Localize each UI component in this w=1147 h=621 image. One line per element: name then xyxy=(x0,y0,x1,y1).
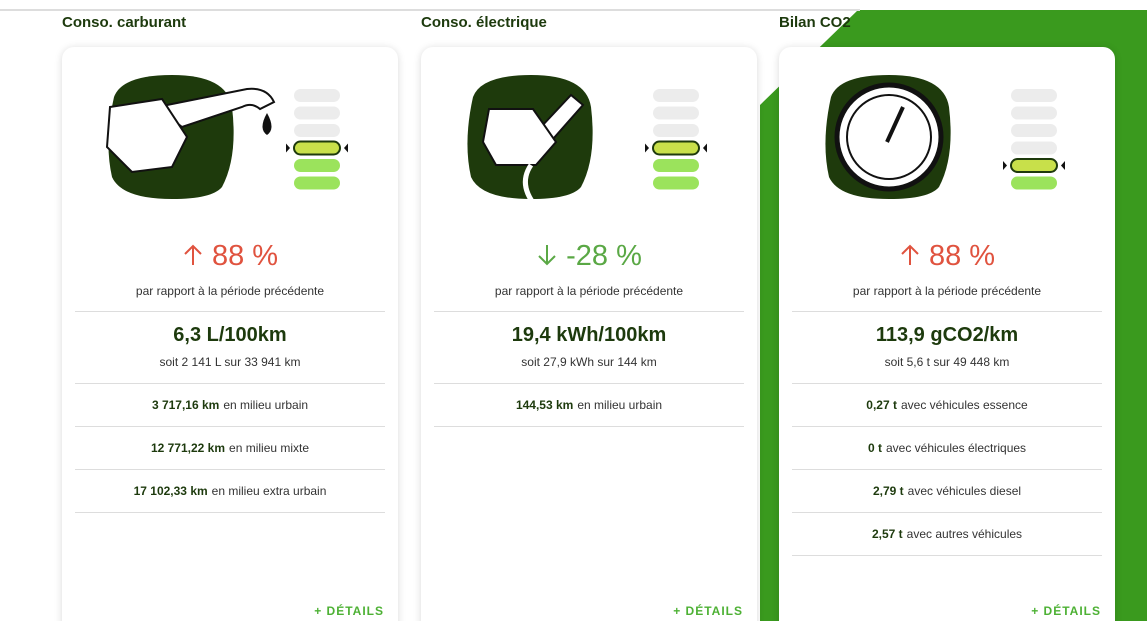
divider xyxy=(792,311,1102,312)
gauge-pointer xyxy=(344,144,348,153)
value-detail: soit 27,9 kWh sur 144 km xyxy=(421,355,757,369)
divider xyxy=(792,512,1102,513)
gauge-segment xyxy=(294,124,340,137)
breakdown-label: avec véhicules électriques xyxy=(886,441,1026,455)
change-row: -28 % xyxy=(421,240,757,273)
breakdown-label: avec véhicules essence xyxy=(901,398,1028,412)
divider xyxy=(792,426,1102,427)
gauge-segment xyxy=(653,177,699,190)
gauge-pointer xyxy=(286,144,290,153)
divider xyxy=(792,383,1102,384)
gauge-segment xyxy=(294,107,340,120)
gauge-pointer xyxy=(645,144,649,153)
card-title: Conso. carburant xyxy=(62,14,186,31)
gauge-segment xyxy=(1011,89,1057,102)
card: -28 % par rapport à la période précédente… xyxy=(421,47,757,621)
breakdown-amount: 17 102,33 km xyxy=(134,484,208,498)
value-detail: soit 5,6 t sur 49 448 km xyxy=(779,355,1115,369)
details-link[interactable]: + DÉTAILS xyxy=(314,604,384,618)
breakdown-row: 144,53 km en milieu urbain xyxy=(421,398,757,412)
gauge-segment xyxy=(1011,177,1057,190)
screen: Conso. carburant 88 % par rapport à la pér… xyxy=(0,0,1147,621)
gauge-segment xyxy=(294,142,340,155)
value-detail: soit 2 141 L sur 33 941 km xyxy=(62,355,398,369)
change-value: 88 % xyxy=(212,240,278,272)
breakdown-row: 2,57 t avec autres véhicules xyxy=(779,527,1115,541)
breakdown-label: avec autres véhicules xyxy=(907,527,1022,541)
card: 88 % par rapport à la période précédente 6… xyxy=(62,47,398,621)
gauge-segment xyxy=(1011,107,1057,120)
divider xyxy=(75,512,385,513)
breakdown-amount: 2,79 t xyxy=(873,484,904,498)
gauge-segment xyxy=(653,107,699,120)
change-row: 88 % xyxy=(779,240,1115,273)
gauge-segment xyxy=(653,89,699,102)
details-link[interactable]: + DÉTAILS xyxy=(673,604,743,618)
comparison-text: par rapport à la période précédente xyxy=(779,284,1115,298)
card-illustration xyxy=(62,47,398,227)
divider xyxy=(434,426,744,427)
gauge-pointer xyxy=(1061,161,1065,170)
divider xyxy=(434,311,744,312)
breakdown-label: en milieu mixte xyxy=(229,441,309,455)
breakdown-row: 12 771,22 km en milieu mixte xyxy=(62,441,398,455)
details-link[interactable]: + DÉTAILS xyxy=(1031,604,1101,618)
breakdown-row: 2,79 t avec véhicules diesel xyxy=(779,484,1115,498)
divider xyxy=(792,469,1102,470)
comparison-text: par rapport à la période précédente xyxy=(62,284,398,298)
gauge-segment xyxy=(1011,124,1057,137)
breakdown-label: avec véhicules diesel xyxy=(908,484,1021,498)
trend-arrow xyxy=(536,243,558,267)
gauge-pointer xyxy=(1003,161,1007,170)
breakdown-amount: 0,27 t xyxy=(866,398,897,412)
divider xyxy=(75,469,385,470)
divider xyxy=(75,426,385,427)
card-title: Bilan CO2 xyxy=(779,14,851,31)
gauge-segment xyxy=(1011,142,1057,155)
change-value: 88 % xyxy=(929,240,995,272)
gauge-segment xyxy=(1011,159,1057,172)
card-title: Conso. électrique xyxy=(421,14,547,31)
gauge-segment xyxy=(653,124,699,137)
card-illustration xyxy=(421,47,757,227)
change-row: 88 % xyxy=(62,240,398,273)
drop xyxy=(263,113,272,135)
trend-arrow xyxy=(182,243,204,267)
gauge-segment xyxy=(294,89,340,102)
main-value: 6,3 L/100km xyxy=(62,324,398,347)
card-illustration xyxy=(779,47,1115,227)
comparison-text: par rapport à la période précédente xyxy=(421,284,757,298)
breakdown-amount: 12 771,22 km xyxy=(151,441,225,455)
breakdown-amount: 0 t xyxy=(868,441,882,455)
divider xyxy=(75,311,385,312)
breakdown-row: 17 102,33 km en milieu extra urbain xyxy=(62,484,398,498)
breakdown-row: 3 717,16 km en milieu urbain xyxy=(62,398,398,412)
divider xyxy=(434,383,744,384)
arrow-shape xyxy=(185,246,201,265)
main-value: 19,4 kWh/100km xyxy=(421,324,757,347)
breakdown-row: 0 t avec véhicules électriques xyxy=(779,441,1115,455)
divider xyxy=(75,383,385,384)
gauge-segment xyxy=(653,159,699,172)
divider xyxy=(792,555,1102,556)
breakdown-amount: 144,53 km xyxy=(516,398,573,412)
breakdown-amount: 2,57 t xyxy=(872,527,903,541)
breakdown-label: en milieu extra urbain xyxy=(212,484,327,498)
breakdown-amount: 3 717,16 km xyxy=(152,398,219,412)
breakdown-row: 0,27 t avec véhicules essence xyxy=(779,398,1115,412)
change-value: -28 % xyxy=(566,240,642,272)
gauge-pointer xyxy=(703,144,707,153)
arrow-shape xyxy=(539,245,555,264)
gauge-segment xyxy=(294,159,340,172)
trend-arrow xyxy=(899,243,921,267)
arrow-shape xyxy=(902,246,918,265)
main-value: 113,9 gCO2/km xyxy=(779,324,1115,347)
breakdown-label: en milieu urbain xyxy=(577,398,662,412)
breakdown-label: en milieu urbain xyxy=(223,398,308,412)
gauge-segment xyxy=(294,177,340,190)
card: 88 % par rapport à la période précédente 1… xyxy=(779,47,1115,621)
gauge-segment xyxy=(653,142,699,155)
